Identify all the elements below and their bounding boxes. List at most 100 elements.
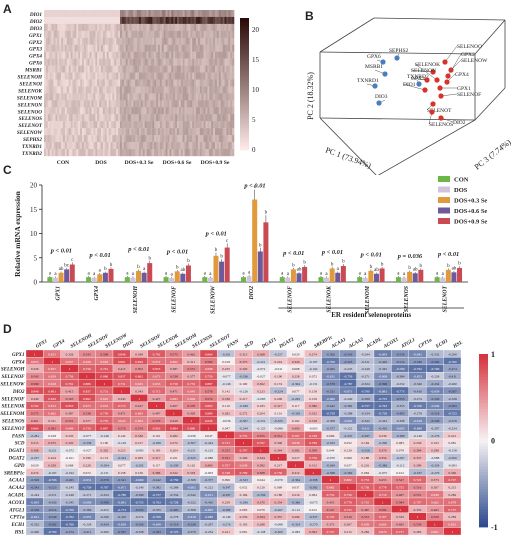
heatmap-d-value: 0.638 bbox=[361, 523, 369, 527]
heatmap-a-cell bbox=[66, 93, 69, 101]
heatmap-a-cell bbox=[80, 44, 83, 52]
heatmap-a-cell bbox=[194, 65, 197, 73]
heatmap-a-cell bbox=[108, 142, 111, 150]
heatmap-a-cell bbox=[146, 44, 149, 52]
heatmap-a-cell bbox=[211, 51, 214, 59]
bar-c-bar bbox=[418, 269, 424, 282]
heatmap-a-cell bbox=[224, 107, 227, 115]
heatmap-d-value: -0.411 bbox=[448, 375, 457, 379]
heatmap-a-cell bbox=[59, 100, 62, 108]
heatmap-a-cell bbox=[173, 51, 176, 59]
heatmap-d-value: 0.638 bbox=[240, 463, 248, 467]
heatmap-a-cell bbox=[197, 10, 201, 18]
heatmap-a-cell bbox=[158, 86, 161, 94]
bar-c-bar bbox=[368, 270, 374, 282]
heatmap-d-value: -0.036 bbox=[222, 419, 231, 423]
heatmap-d-value: -0.723 bbox=[170, 530, 179, 534]
heatmap-a-cell bbox=[230, 72, 233, 80]
heatmap-a-cell bbox=[218, 65, 221, 73]
heatmap-a-cell bbox=[93, 86, 96, 94]
heatmap-a-cell bbox=[99, 121, 102, 129]
heatmap-a-cell bbox=[89, 114, 92, 122]
heatmap-a-cell bbox=[216, 23, 220, 32]
heatmap-a-cell bbox=[156, 65, 159, 73]
heatmap-a-cell bbox=[207, 121, 210, 129]
heatmap-a-cell bbox=[171, 51, 174, 59]
heatmap-a-cell bbox=[224, 10, 227, 18]
heatmap-d-value: -0.442 bbox=[326, 404, 335, 408]
heatmap-d-value: 0.756 bbox=[361, 486, 369, 490]
bar-c-pvalue: p < 0.01 bbox=[127, 246, 149, 253]
heatmap-a-cell bbox=[99, 37, 102, 45]
heatmap-a-cell bbox=[47, 142, 50, 150]
heatmap-a-cell bbox=[194, 72, 197, 80]
heatmap-a-cell bbox=[53, 93, 56, 101]
heatmap-a-cell bbox=[137, 65, 140, 73]
heatmap-a-cell bbox=[83, 128, 87, 136]
heatmap-a-cell bbox=[194, 100, 197, 108]
heatmap-a-cell bbox=[116, 16, 119, 25]
heatmap-a-cell bbox=[232, 10, 235, 18]
heatmap-a-cell bbox=[85, 79, 88, 87]
colorbar-segment bbox=[479, 501, 488, 505]
heatmap-a-cell bbox=[80, 23, 83, 32]
heatmap-a-cell bbox=[140, 65, 144, 73]
heatmap-a-cell bbox=[137, 23, 140, 32]
heatmap-a-cell bbox=[78, 149, 81, 157]
heatmap-a-cell bbox=[45, 121, 49, 129]
heatmap-a-cell bbox=[55, 44, 58, 52]
heatmap-a-cell bbox=[184, 58, 187, 66]
heatmap-a-cell bbox=[175, 100, 178, 108]
heatmap-a-cell bbox=[169, 72, 172, 80]
heatmap-d-value: 0.887 bbox=[205, 382, 213, 386]
heatmap-a-cell bbox=[99, 135, 102, 143]
heatmap-a-cell bbox=[101, 23, 104, 32]
heatmap-a-cell bbox=[154, 135, 157, 143]
heatmap-a-cell bbox=[167, 10, 170, 18]
heatmap-a-cell bbox=[209, 86, 212, 94]
heatmap-d-col-label: HSL bbox=[452, 341, 464, 351]
heatmap-d-value: 1 bbox=[225, 434, 227, 438]
bar-c-letter: ab bbox=[452, 267, 457, 272]
heatmap-d-value: 0.370 bbox=[379, 449, 387, 453]
bar-c-bar bbox=[335, 272, 341, 282]
heatmap-a-cell bbox=[197, 149, 201, 157]
heatmap-a-cell bbox=[199, 58, 202, 66]
heatmap-a-cell bbox=[121, 65, 125, 73]
heatmap-a-col-label: CON bbox=[57, 160, 69, 166]
heatmap-a-cell bbox=[192, 30, 195, 38]
heatmap-a-cell bbox=[57, 114, 60, 122]
heatmap-a-cell bbox=[215, 10, 218, 18]
heatmap-a-cell bbox=[188, 58, 191, 66]
heatmap-a-cell bbox=[57, 51, 60, 59]
heatmap-a-cell bbox=[182, 86, 185, 94]
bar-c-category-label: GPX1 bbox=[55, 286, 61, 301]
heatmap-d-value: -0.608 bbox=[378, 375, 387, 379]
heatmap-a-cell bbox=[120, 44, 123, 52]
heatmap-a-cell bbox=[178, 23, 182, 32]
colorbar-segment bbox=[240, 139, 249, 142]
heatmap-a-cell bbox=[211, 135, 214, 143]
heatmap-d-value: -0.304 bbox=[100, 463, 109, 467]
heatmap-a-cell bbox=[91, 23, 94, 32]
heatmap-a-cell bbox=[197, 93, 201, 101]
heatmap-a-cell bbox=[61, 93, 64, 101]
heatmap-d-value: 0.052 bbox=[344, 441, 352, 445]
heatmap-a-cell bbox=[192, 37, 195, 45]
heatmap-a-cell bbox=[99, 16, 102, 25]
heatmap-a-cell bbox=[133, 10, 136, 18]
heatmap-a-cell bbox=[201, 128, 204, 136]
bar-c-bar bbox=[434, 277, 440, 282]
heatmap-a-cell bbox=[220, 121, 223, 129]
heatmap-d-value: -0.506 bbox=[326, 352, 335, 356]
pca-point-blue bbox=[376, 100, 382, 106]
heatmap-a-cell bbox=[45, 10, 49, 18]
heatmap-a-cell bbox=[83, 37, 87, 45]
heatmap-a-cell bbox=[224, 65, 227, 73]
heatmap-a-cell bbox=[99, 65, 102, 73]
heatmap-a-cell bbox=[186, 135, 189, 143]
heatmap-d-value: -0.762 bbox=[413, 367, 422, 371]
heatmap-a-cell bbox=[205, 149, 208, 157]
heatmap-a-cell bbox=[70, 86, 73, 94]
heatmap-a-row-label: SELENOM bbox=[17, 95, 42, 101]
